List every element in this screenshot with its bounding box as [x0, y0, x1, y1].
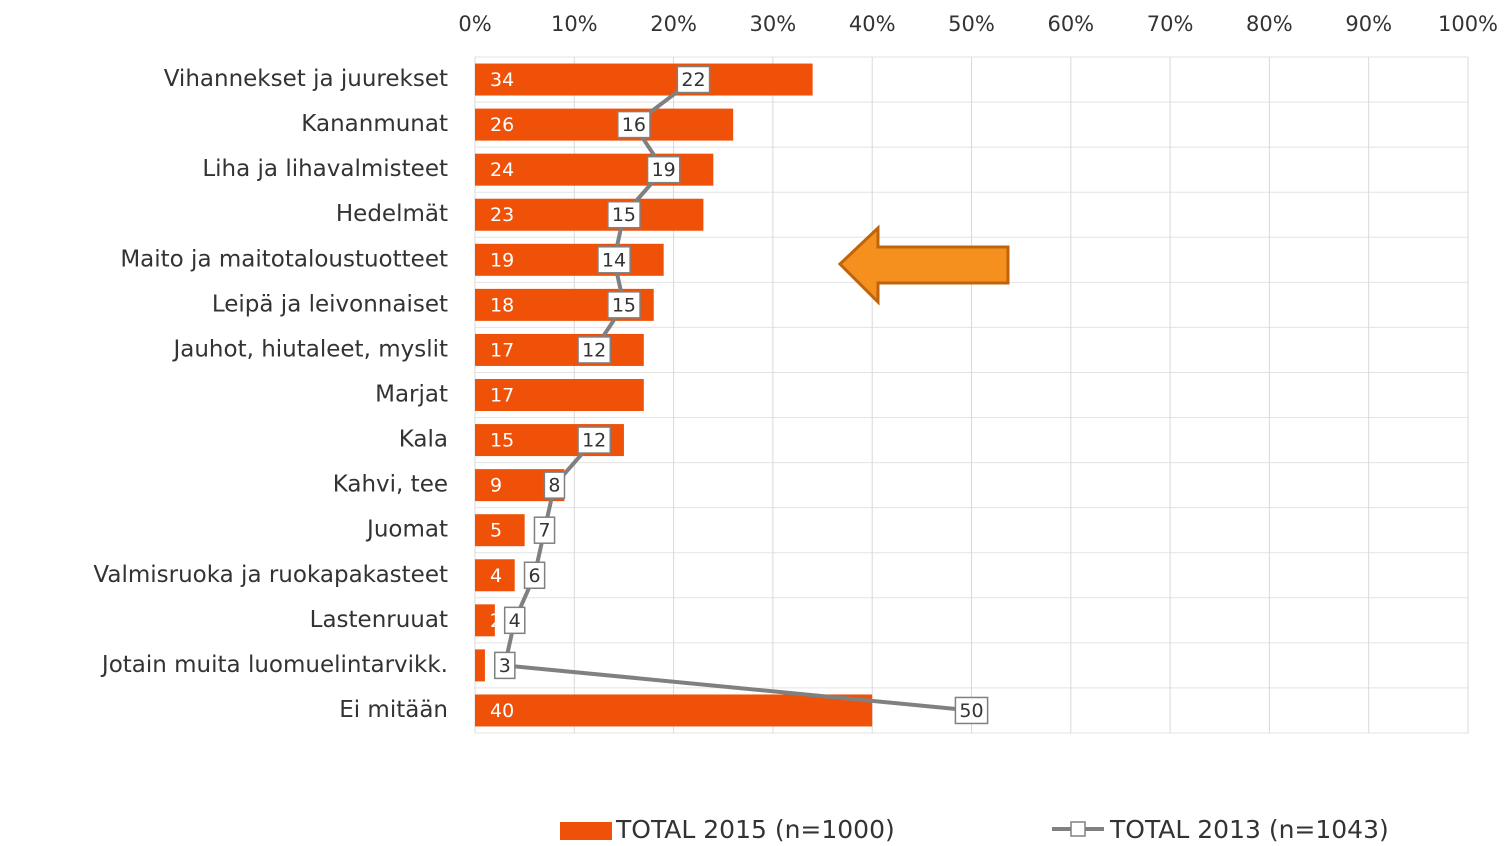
- bar: [475, 604, 495, 637]
- bar-label: 4: [490, 565, 502, 587]
- x-tick-label: 60%: [1047, 12, 1094, 36]
- y-tick-label: Leipä ja leivonnaiset: [212, 291, 448, 317]
- line-label-box: [954, 696, 989, 725]
- line-label-box: [577, 336, 612, 364]
- line-label: 16: [622, 114, 646, 136]
- line-label-box: [577, 426, 612, 454]
- x-tick-label: 80%: [1246, 12, 1293, 36]
- y-tick-label: Juomat: [365, 517, 448, 543]
- bar: [475, 379, 644, 411]
- bar: [475, 108, 734, 141]
- y-tick-label: Jotain muita luomuelintarvikk.: [100, 652, 448, 678]
- line-label: 15: [612, 204, 636, 226]
- y-tick-label: Lastenruuat: [310, 607, 448, 633]
- y-tick-label: Ei mitään: [339, 697, 448, 723]
- x-tick-label: 50%: [948, 12, 995, 36]
- legend-swatch: [560, 822, 612, 840]
- arrow: [837, 224, 1010, 306]
- line-label-box: [617, 110, 651, 139]
- bar: [475, 333, 644, 366]
- bar-label: 5: [490, 520, 502, 542]
- line-label: 6: [529, 565, 541, 587]
- y-tick-label: Liha ja lihavalmisteet: [202, 156, 448, 182]
- line-label-box: [646, 155, 681, 184]
- y-tick-label: Hedelmät: [336, 201, 448, 227]
- line-label-box: [493, 651, 516, 680]
- y-tick-label: Vihannekset ja juurekset: [164, 66, 448, 92]
- line-label: 19: [652, 159, 676, 181]
- line-label: 50: [959, 700, 983, 722]
- bar-label: 34: [490, 69, 514, 91]
- bar-label: 26: [490, 114, 514, 136]
- line-label-box: [607, 200, 641, 229]
- bar-label: 17: [490, 339, 514, 361]
- x-tick-label: 0%: [458, 12, 491, 36]
- x-tick-label: 70%: [1147, 12, 1194, 36]
- bar-label: 23: [490, 204, 514, 226]
- bar-label: 19: [490, 249, 514, 271]
- x-tick-label: 100%: [1438, 12, 1498, 36]
- bar: [475, 559, 515, 592]
- line-label: 8: [548, 475, 560, 497]
- line-label-box: [503, 606, 526, 635]
- x-tick-label: 10%: [551, 12, 598, 36]
- y-tick-label: Marjat: [375, 382, 448, 408]
- legend-label: TOTAL 2015 (n=1000): [615, 815, 895, 844]
- bar: [475, 63, 813, 96]
- line-label: 4: [509, 610, 521, 632]
- line-label: 12: [582, 339, 606, 361]
- line-label: 14: [602, 249, 626, 271]
- bar-label: 2: [490, 610, 502, 632]
- legend-label: TOTAL 2013 (n=1043): [1109, 815, 1389, 844]
- bar-label: 40: [490, 700, 514, 722]
- bar-label: 15: [490, 430, 514, 452]
- y-tick-label: Kananmunat: [301, 111, 448, 137]
- y-tick-label: Kala: [399, 427, 448, 453]
- legend-marker: [1070, 821, 1086, 837]
- bar-label: 9: [490, 475, 502, 497]
- line-label-box: [523, 561, 546, 590]
- y-tick-label: Jauhot, hiutaleet, myslit: [171, 336, 448, 362]
- bar: [475, 649, 485, 682]
- bar: [475, 198, 704, 231]
- line-label: 22: [681, 69, 705, 91]
- line-label: 15: [612, 294, 636, 316]
- line-label-box: [543, 471, 566, 499]
- bar: [475, 514, 525, 547]
- line-label: 12: [582, 430, 606, 452]
- line-label-box: [597, 246, 631, 274]
- line-label-box: [533, 516, 556, 544]
- y-tick-label: Valmisruoka ja ruokapakasteet: [93, 562, 448, 588]
- y-tick-label: Maito ja maitotaloustuotteet: [120, 246, 448, 272]
- x-tick-label: 40%: [849, 12, 896, 36]
- bar-label: 24: [490, 159, 514, 181]
- bar: [475, 694, 873, 727]
- x-tick-label: 90%: [1345, 12, 1392, 36]
- line-label: 3: [499, 655, 511, 677]
- x-tick-label: 30%: [750, 12, 797, 36]
- line-label-box: [607, 291, 641, 319]
- bar: [475, 243, 664, 276]
- line-label-box: [676, 65, 711, 94]
- bar-label: 17: [490, 385, 514, 407]
- line-label: 7: [538, 520, 550, 542]
- bar-label: 18: [490, 294, 514, 316]
- x-tick-label: 20%: [650, 12, 697, 36]
- y-tick-label: Kahvi, tee: [333, 472, 448, 498]
